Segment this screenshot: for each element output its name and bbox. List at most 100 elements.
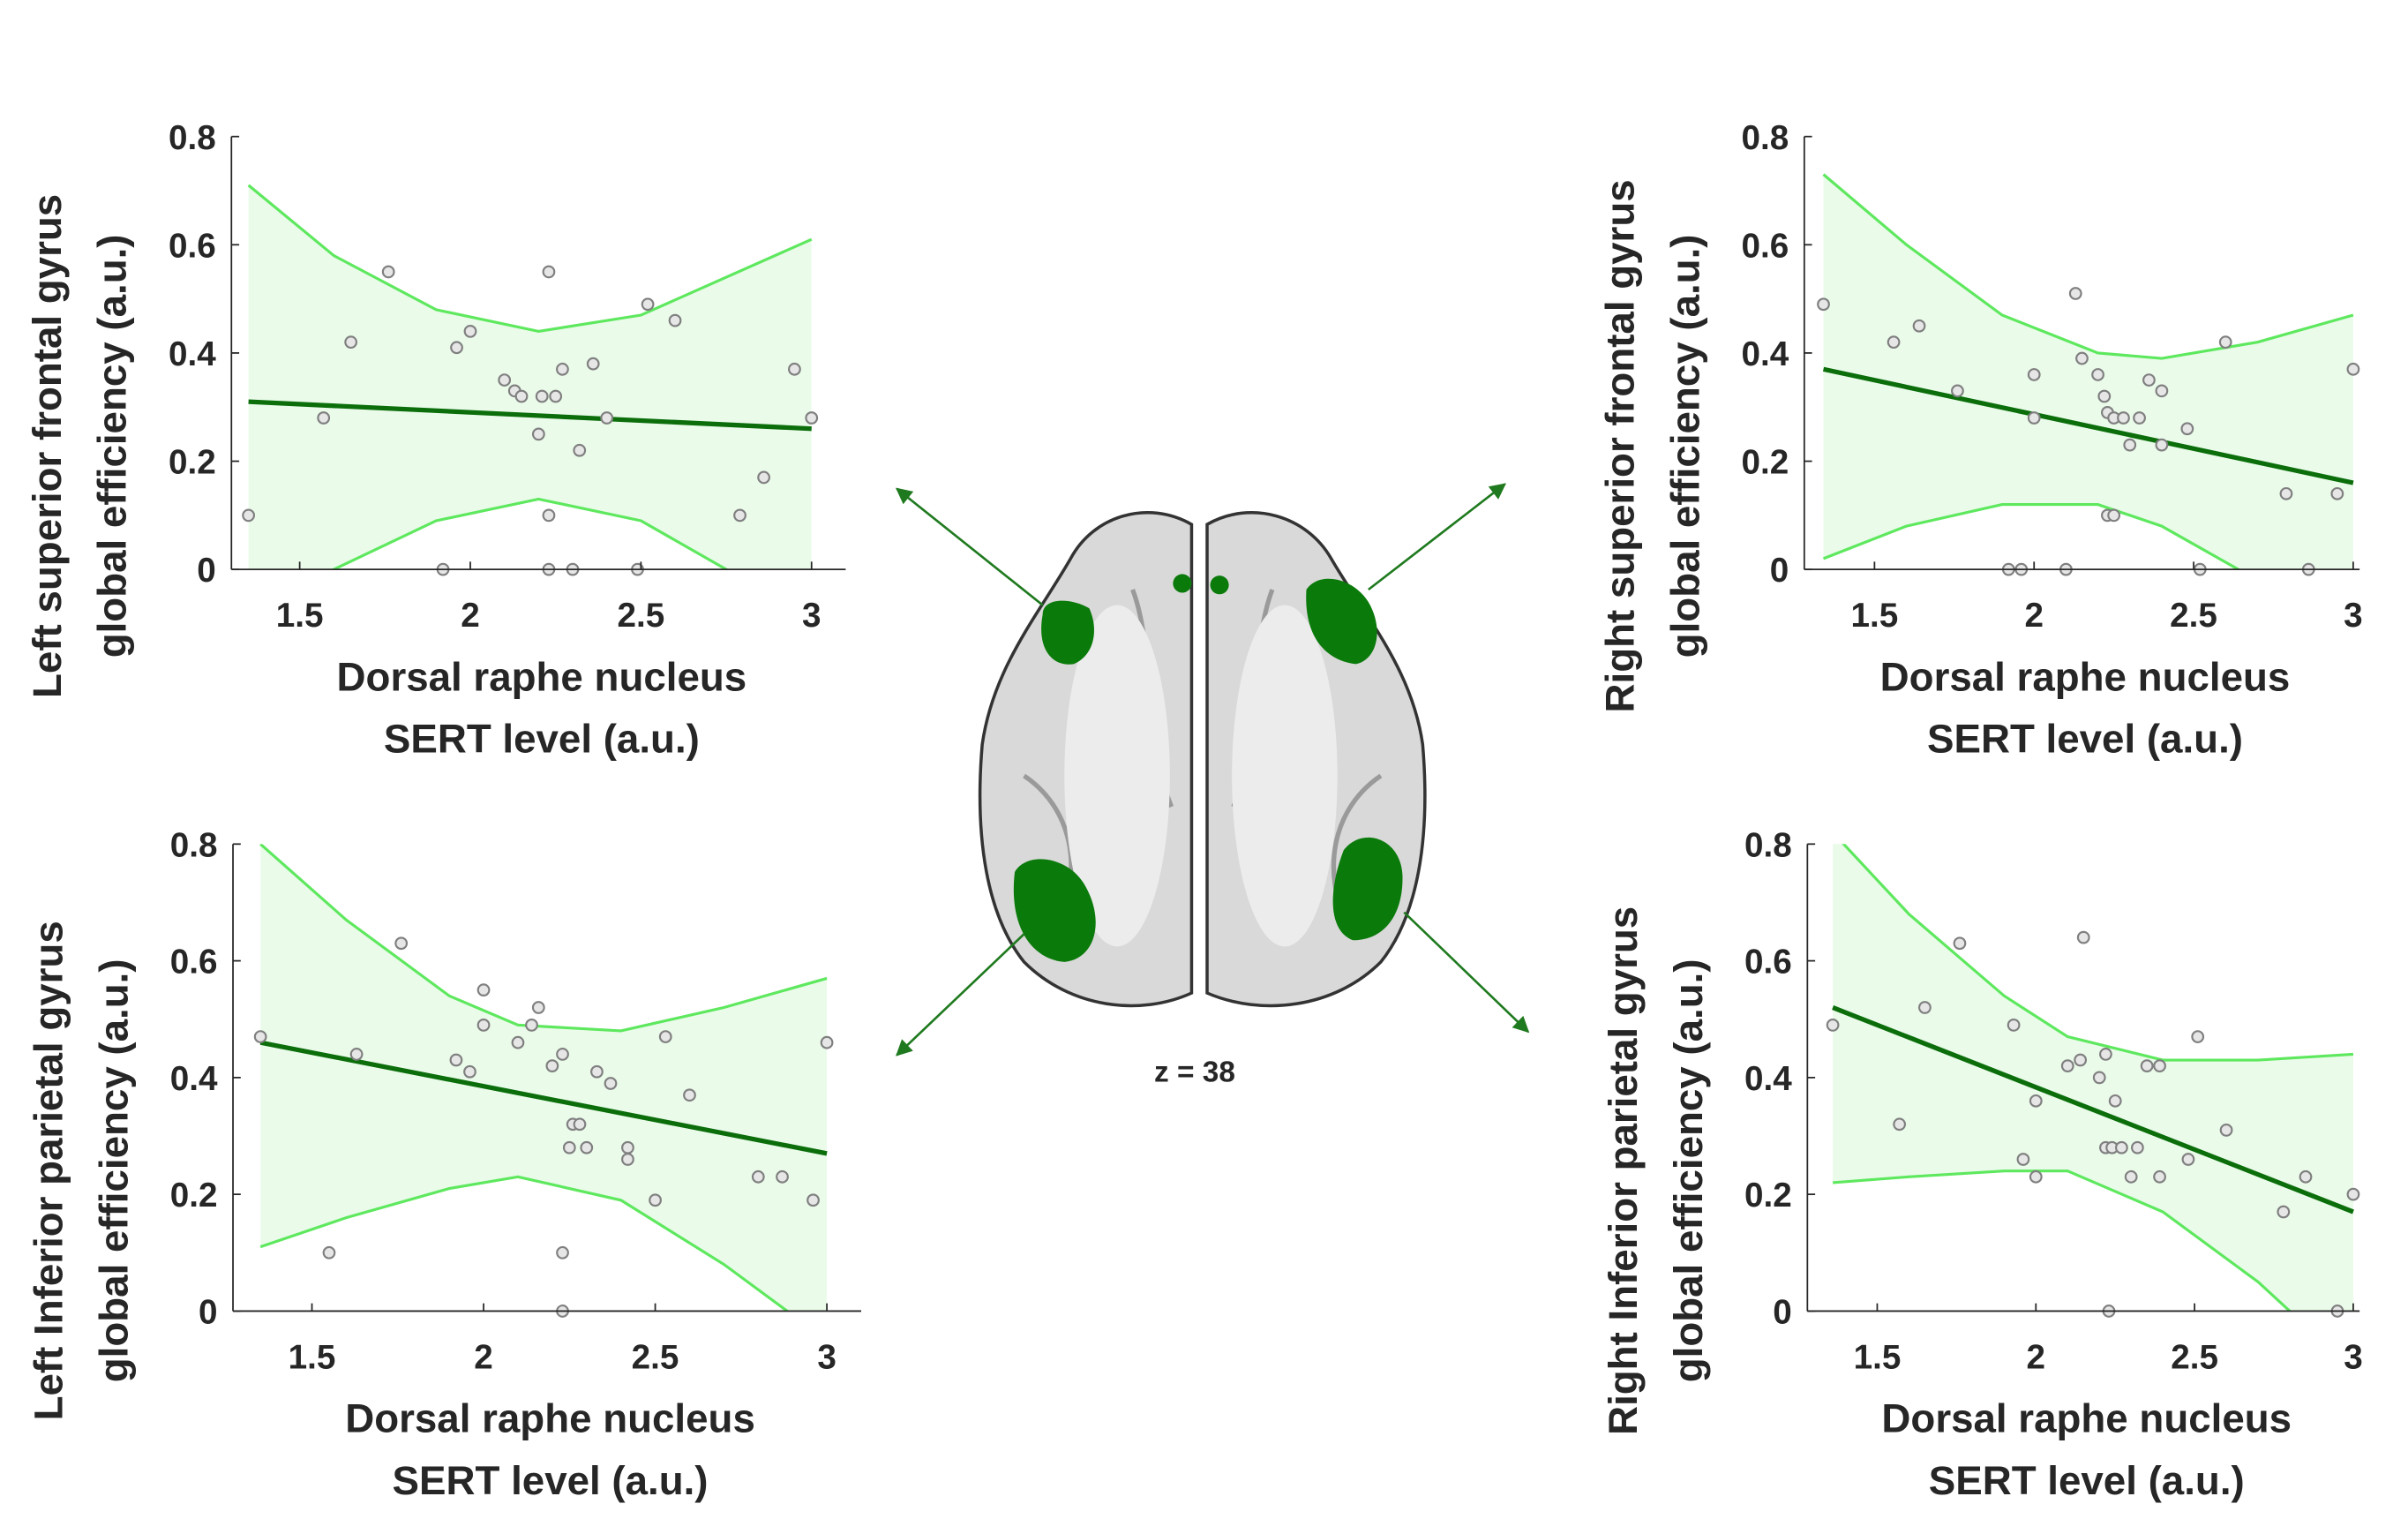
data-point <box>806 1193 820 1207</box>
y-tick-label: 0.2 <box>1741 444 1789 482</box>
ci-lower <box>330 497 730 570</box>
data-point <box>2007 1018 2021 1032</box>
plot-area <box>247 184 813 570</box>
x-tick-label: 1.5 <box>1851 597 1899 635</box>
data-point <box>2181 1153 2195 1166</box>
data-point <box>2153 1169 2166 1184</box>
data-point <box>476 983 491 997</box>
data-point <box>580 1140 594 1154</box>
data-point <box>2075 351 2089 365</box>
data-point <box>2097 389 2112 403</box>
data-point <box>2219 1124 2233 1137</box>
white-matter <box>1232 605 1338 947</box>
x-tick-label: 2 <box>474 1338 492 1376</box>
data-point <box>586 357 600 371</box>
x-tick-label: 2 <box>2027 1338 2045 1376</box>
data-point <box>2130 1140 2144 1154</box>
ci-lower <box>1822 503 2241 570</box>
data-point <box>476 1018 491 1032</box>
brain-image: z = 38 <box>895 483 1530 1088</box>
x-axis-label: SERT level (a.u.) <box>384 717 700 762</box>
data-point <box>621 1153 634 1166</box>
ci-band <box>1833 844 2353 1312</box>
data-point <box>514 389 529 403</box>
data-point <box>2330 486 2344 500</box>
x-tick-label: 3 <box>2344 597 2362 635</box>
data-point <box>349 1048 364 1061</box>
plot-area <box>1832 844 2354 1312</box>
ci-band <box>260 844 828 1312</box>
ci-upper <box>259 844 828 1033</box>
data-point <box>668 313 682 327</box>
data-point <box>2027 368 2041 381</box>
data-point <box>573 443 587 457</box>
data-point <box>1912 319 1926 333</box>
y-tick-label: 0.2 <box>1744 1177 1792 1214</box>
data-point <box>556 1048 569 1061</box>
y-tick-label: 0.4 <box>1741 335 1789 373</box>
data-point <box>556 362 569 376</box>
x-axis-label: SERT level (a.u.) <box>1929 1458 2245 1503</box>
data-point <box>1817 297 1830 312</box>
data-point <box>683 1088 696 1102</box>
x-tick-label: 1.5 <box>1854 1338 1902 1376</box>
fit-line <box>259 1040 828 1156</box>
y-axis-label: global efficiency (a.u.) <box>1666 959 1711 1382</box>
roi-small <box>1173 574 1192 593</box>
data-point <box>542 508 556 523</box>
scatter-panel: 0 0.2 0.4 0.6 0.8 1.5 2 2.5 3 Dorsal raphe nucleu… <box>26 826 862 1503</box>
data-point <box>450 341 463 355</box>
data-point <box>2115 1140 2128 1154</box>
y-tick-label: 0.2 <box>169 444 216 482</box>
y-tick-label: 0.4 <box>1744 1060 1792 1098</box>
data-point <box>2108 1094 2122 1108</box>
data-point <box>556 1245 569 1260</box>
data-point <box>621 1140 634 1154</box>
x-axis-label: SERT level (a.u.) <box>1927 717 2243 762</box>
data-point <box>549 389 563 403</box>
y-tick-label: 0.8 <box>1744 826 1792 864</box>
scatter-panel: 0 0.2 0.4 0.6 0.8 1.5 2 2.5 3 Dorsal raphe nucleu… <box>1597 119 2362 762</box>
arrow <box>1368 483 1506 591</box>
x-axis-label: Dorsal raphe nucleus <box>1881 1396 2292 1441</box>
ci-upper <box>1822 173 2354 360</box>
data-point <box>2016 1153 2030 1166</box>
data-point <box>805 411 819 425</box>
data-point <box>381 265 395 279</box>
ci-upper <box>247 184 813 334</box>
ci-band <box>1823 174 2353 570</box>
x-tick-label: 2 <box>461 597 479 635</box>
data-point <box>1951 384 1964 398</box>
data-point <box>2277 1205 2291 1219</box>
x-axis-label: Dorsal raphe nucleus <box>345 1396 755 1441</box>
data-point <box>535 389 549 403</box>
data-point <box>253 1030 267 1043</box>
ci-upper <box>1842 844 2354 1062</box>
data-point <box>562 1140 576 1154</box>
data-point <box>2091 368 2104 381</box>
data-point <box>542 265 556 279</box>
data-point <box>2092 1071 2106 1085</box>
data-point <box>2099 1048 2112 1061</box>
data-point <box>463 325 477 338</box>
data-point <box>2191 1030 2205 1043</box>
data-point <box>2346 362 2360 376</box>
y-tick-label: 0 <box>1773 1294 1791 1332</box>
y-tick-label: 0.6 <box>1741 227 1789 265</box>
data-point <box>531 1001 545 1014</box>
y-tick-label: 0.4 <box>169 335 216 373</box>
y-tick-label: 0.6 <box>1744 944 1792 981</box>
x-tick-label: 1.5 <box>276 597 324 635</box>
data-point <box>573 1117 587 1132</box>
data-point <box>344 335 358 350</box>
data-point <box>641 297 655 312</box>
data-point <box>2076 930 2090 944</box>
data-point <box>2140 1059 2154 1073</box>
data-point <box>2029 1094 2043 1108</box>
data-point <box>788 362 801 376</box>
data-point <box>776 1169 789 1184</box>
roi-left-sfg <box>1041 600 1095 665</box>
data-point <box>2155 438 2169 452</box>
arrow <box>1403 911 1530 1034</box>
data-point <box>733 508 746 523</box>
